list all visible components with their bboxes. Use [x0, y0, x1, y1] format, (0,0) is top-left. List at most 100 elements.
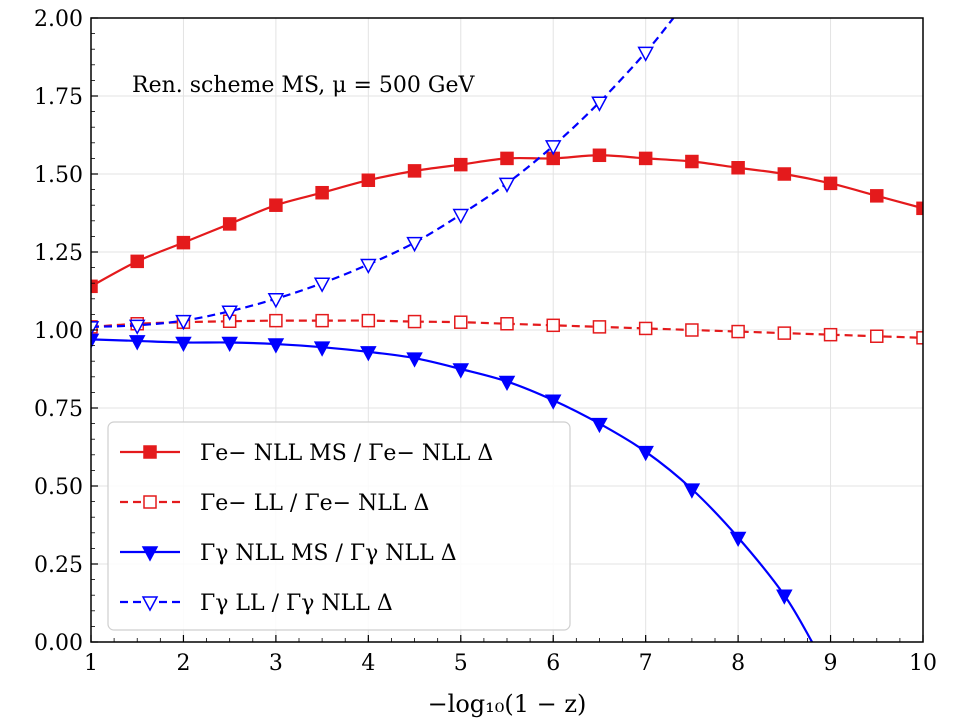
- data-point: [870, 189, 884, 203]
- data-point: [637, 46, 654, 62]
- y-tick-label: 1.50: [34, 163, 83, 188]
- series-layer: [91, 18, 923, 642]
- y-tick-label: 1.25: [34, 241, 83, 266]
- data-point: [870, 329, 884, 343]
- data-point: [637, 445, 654, 462]
- y-tick-label: 1.75: [34, 85, 83, 110]
- data-point: [267, 338, 285, 354]
- y-tick-label: 2.00: [34, 7, 83, 32]
- data-point: [360, 346, 377, 362]
- data-point: [500, 151, 514, 166]
- data-point: [222, 217, 237, 231]
- data-point: [313, 277, 331, 293]
- data-point: [452, 208, 470, 225]
- data-point: [360, 258, 377, 275]
- data-point: [731, 324, 745, 339]
- data-point: [269, 198, 283, 212]
- x-tick-label: 2: [176, 651, 190, 676]
- data-point: [591, 417, 608, 434]
- legend-marker: [143, 445, 157, 459]
- data-point: [452, 363, 470, 379]
- legend-item: Γe− NLL MS / Γe− NLL Δ: [120, 441, 493, 466]
- series-line: [91, 18, 675, 328]
- legend-marker: [141, 596, 159, 612]
- x-tick-label: 8: [731, 651, 745, 676]
- y-tick-label: 1.00: [34, 319, 83, 344]
- legend-item: Γγ LL / Γγ NLL Δ: [120, 591, 393, 616]
- legend-label: Γγ NLL MS / Γγ NLL Δ: [200, 541, 457, 566]
- data-point: [175, 314, 192, 331]
- legend-label: Γγ LL / Γγ NLL Δ: [200, 591, 393, 616]
- y-tick-label: 0.00: [34, 631, 83, 656]
- data-point: [777, 326, 792, 340]
- series-3: [91, 333, 814, 642]
- tick-labels: 1 2 3 4 5 6 7 8 9 10 0.00 0.25 0.50 0.75 1.00 1.25 1.50 1…: [34, 7, 937, 676]
- data-point: [269, 313, 283, 328]
- data-point: [176, 235, 191, 250]
- series-2: [91, 313, 923, 345]
- data-point: [313, 341, 331, 357]
- data-point: [221, 305, 238, 321]
- data-point: [777, 167, 792, 181]
- data-point: [130, 254, 144, 269]
- data-point: [544, 140, 562, 156]
- data-point: [454, 315, 468, 329]
- data-point: [544, 394, 562, 410]
- data-point: [406, 352, 423, 368]
- data-point: [638, 321, 653, 336]
- series-1: [91, 148, 923, 294]
- data-point: [128, 335, 146, 351]
- data-point: [685, 323, 699, 337]
- data-point: [592, 148, 607, 163]
- data-point: [591, 96, 608, 112]
- legend-label: Γe− NLL MS / Γe− NLL Δ: [200, 441, 493, 466]
- data-point: [267, 293, 285, 309]
- data-point: [916, 331, 923, 345]
- y-tick-label: 0.25: [34, 553, 83, 578]
- series-4: [91, 18, 675, 337]
- data-point: [361, 173, 376, 187]
- data-point: [91, 321, 100, 337]
- data-point: [454, 157, 468, 172]
- data-point: [916, 201, 923, 216]
- legend-item: Γγ NLL MS / Γγ NLL Δ: [120, 541, 457, 566]
- data-point: [729, 531, 747, 548]
- data-point: [638, 151, 653, 166]
- x-tick-label: 9: [824, 651, 838, 676]
- x-tick-label: 6: [546, 651, 560, 676]
- data-point: [498, 177, 516, 193]
- series-line: [91, 154, 923, 288]
- data-point: [685, 154, 699, 169]
- legend-marker: [143, 495, 157, 509]
- x-tick-label: 7: [639, 651, 653, 676]
- legend-label: Γe− LL / Γe− NLL Δ: [200, 491, 429, 516]
- data-point: [683, 483, 701, 499]
- data-point: [315, 313, 329, 328]
- legend-item: Γe− LL / Γe− NLL Δ: [120, 491, 429, 516]
- data-point: [175, 336, 192, 353]
- data-point: [498, 375, 516, 392]
- data-point: [407, 314, 422, 329]
- data-point: [776, 589, 793, 605]
- x-tick-label: 3: [269, 651, 283, 676]
- data-point: [221, 336, 238, 353]
- data-point: [406, 236, 423, 253]
- legend: Γe− NLL MS / Γe− NLL Δ Γe− LL / Γe− NLL Δ…: [107, 421, 571, 631]
- data-point: [361, 313, 376, 328]
- data-point: [315, 185, 329, 200]
- x-tick-label: 1: [84, 651, 98, 676]
- legend-marker: [141, 546, 159, 562]
- y-tick-label: 0.75: [34, 397, 83, 422]
- x-tick-label: 4: [361, 651, 375, 676]
- axis-ticks: [90, 17, 924, 643]
- data-point: [91, 333, 100, 349]
- data-point: [128, 319, 146, 335]
- data-point: [407, 164, 422, 178]
- chart-annotation: Ren. scheme MS, μ = 500 GeV: [132, 73, 476, 98]
- data-point: [500, 317, 514, 331]
- data-point: [546, 318, 560, 333]
- x-tick-label: 5: [454, 651, 468, 676]
- data-point: [91, 279, 98, 294]
- x-tick-label: 10: [909, 651, 937, 676]
